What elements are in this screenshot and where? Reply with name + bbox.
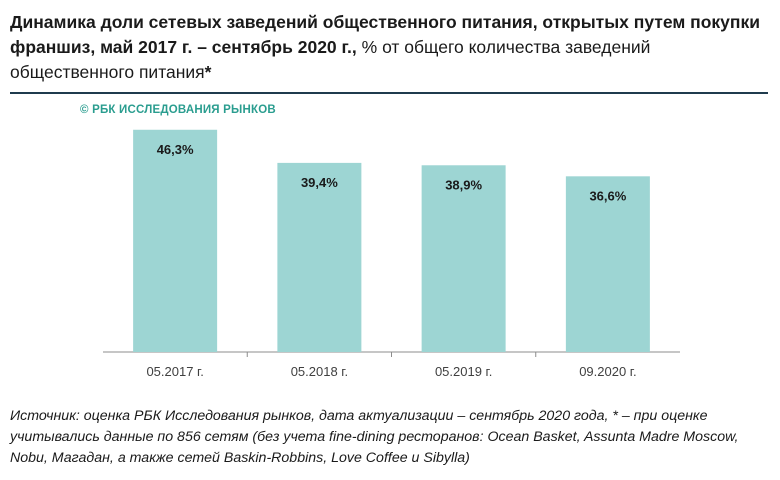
watermark-label: © РБК ИССЛЕДОВАНИЯ РЫНКОВ [80, 104, 276, 116]
data-label-2: 39,4% [301, 175, 338, 190]
data-label-4: 36,6% [589, 188, 626, 203]
chart-title: Динамика доли сетевых заведений обществе… [10, 10, 770, 85]
bar-3 [421, 165, 506, 352]
title-normal-part: % от общего количества заведений обществ… [10, 37, 651, 82]
source-note: Источник: оценка РБК Исследования рынков… [10, 408, 739, 466]
x-tick-label-2: 05.2018 г. [291, 364, 348, 379]
bar-1 [133, 129, 218, 352]
bar-4 [565, 176, 650, 352]
x-tick-label-4: 09.2020 г. [579, 364, 636, 379]
x-tick-label-1: 05.2017 г. [146, 364, 203, 379]
x-tick-label-3: 05.2019 г. [435, 364, 492, 379]
data-label-3: 38,9% [445, 177, 482, 192]
title-bold-part: Динамика доли сетевых заведений обществе… [10, 12, 760, 57]
title-asterisk: * [204, 62, 212, 82]
title-divider [10, 92, 768, 94]
bar-2 [277, 162, 362, 352]
data-label-1: 46,3% [157, 142, 194, 157]
